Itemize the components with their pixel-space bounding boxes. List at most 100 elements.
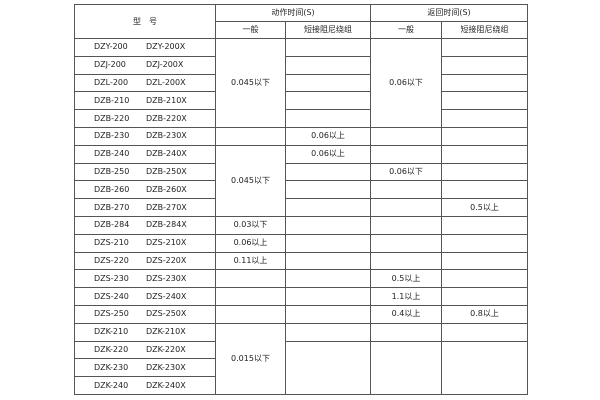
return-short-cell xyxy=(441,251,529,271)
table-row: DZS-210 DZS-210X 0.06以上 xyxy=(74,233,529,253)
action-general-cell: 0.045以下 xyxy=(215,144,286,217)
model-x-variant: DZK-210X xyxy=(146,327,186,337)
return-short-cell xyxy=(441,322,529,342)
return-short-cell xyxy=(441,109,529,128)
model-x-variant: DZB-230X xyxy=(146,131,187,141)
table-row: DZB-250 DZB-250X 0.06以下 xyxy=(74,162,529,182)
model-x-variant: DZB-220X xyxy=(146,113,187,123)
action-short-cell xyxy=(284,340,372,395)
action-general-cell xyxy=(215,287,286,306)
model-cell: DZK-210 DZK-210X xyxy=(74,322,216,342)
action-short-cell xyxy=(284,322,372,342)
return-short-cell xyxy=(441,287,529,306)
table-row: DZY-200 DZY-200X 0.045以下 0.06以下 xyxy=(74,38,529,128)
return-general-cell xyxy=(370,233,443,253)
model-x-variant: DZB-240X xyxy=(146,149,187,159)
model-cell: DZS-210 DZS-210X xyxy=(74,233,216,253)
model-cell: DZJ-200 DZJ-200X xyxy=(74,55,216,75)
return-short-cell xyxy=(441,55,529,75)
model-name: DZK-230 xyxy=(94,362,129,372)
return-general-cell xyxy=(370,180,443,200)
return-short-cell xyxy=(441,38,529,57)
table-row: DZK-220 DZK-220X xyxy=(74,340,529,395)
action-general-cell: 0.06以上 xyxy=(215,233,286,253)
model-x-variant: DZK-220X xyxy=(146,344,186,354)
return-short-cell: 0.5以上 xyxy=(441,198,529,217)
model-name: DZK-220 xyxy=(94,344,129,354)
return-general-cell xyxy=(370,251,443,271)
model-cell: DZS-250 DZS-250X xyxy=(74,304,216,324)
model-name: DZS-210 xyxy=(94,238,129,248)
model-x-variant: DZJ-200X xyxy=(146,60,184,70)
relay-timing-table: 型 号 动作时间(S) 返回时间(S) 一般 短接阻尼绕组 一般 短接阻尼绕组 … xyxy=(74,4,529,395)
action-short-cell xyxy=(284,162,372,182)
return-general-cell xyxy=(370,126,443,146)
model-cell: DZY-200 DZY-200X xyxy=(74,38,216,57)
model-cell: DZB-220 DZB-220X xyxy=(74,109,216,128)
action-short-cell xyxy=(284,73,372,93)
model-cell: DZB-284 DZB-284X xyxy=(74,215,216,235)
model-cell: DZB-260 DZB-260X xyxy=(74,180,216,200)
return-general-cell xyxy=(370,198,443,217)
return-short-header: 短接阻尼绕组 xyxy=(441,21,529,39)
table-row: DZB-210 DZB-210X xyxy=(74,91,529,111)
action-short-cell xyxy=(284,269,372,289)
model-x-variant: DZB-270X xyxy=(146,202,187,212)
action-time-header: 动作时间(S) xyxy=(214,4,372,22)
action-short-cell xyxy=(284,91,372,111)
table-row: DZK-210 DZK-210X 0.015以下 xyxy=(74,322,529,395)
return-general-cell: 0.5以上 xyxy=(370,269,443,289)
return-short-cell xyxy=(441,180,529,200)
action-short-cell xyxy=(284,251,372,271)
return-short-cell xyxy=(441,215,529,235)
model-name: DZB-240 xyxy=(94,149,130,159)
action-short-cell: 0.06以上 xyxy=(284,144,372,164)
model-name: DZB-220 xyxy=(94,113,130,123)
action-short-cell xyxy=(284,287,372,306)
model-x-variant: DZL-200X xyxy=(146,77,186,87)
table-row: DZB-240 DZB-240X 0.045以下 0.06以上 xyxy=(74,144,529,217)
model-x-variant: DZS-220X xyxy=(146,255,187,265)
model-name: DZK-210 xyxy=(94,327,129,337)
return-general-cell: 1.1以上 xyxy=(370,287,443,306)
model-x-variant: DZK-230X xyxy=(146,362,186,372)
table-row: DZB-270 DZB-270X 0.5以上 xyxy=(74,198,529,217)
return-general-cell xyxy=(370,322,443,342)
model-x-variant: DZB-284X xyxy=(146,220,187,230)
return-short-cell xyxy=(441,91,529,111)
return-short-cell xyxy=(441,233,529,253)
model-name: DZB-230 xyxy=(94,131,130,141)
model-x-variant: DZB-260X xyxy=(146,184,187,194)
action-short-cell xyxy=(284,180,372,200)
action-general-cell: 0.11以上 xyxy=(215,251,286,271)
action-short-header: 短接阻尼绕组 xyxy=(284,21,372,39)
model-cell: DZS-220 DZS-220X xyxy=(74,251,216,271)
model-x-variant: DZK-240X xyxy=(146,380,186,390)
action-general-cell xyxy=(215,269,286,289)
action-general-header: 一般 xyxy=(215,21,286,39)
model-cell: DZB-240 DZB-240X xyxy=(74,144,216,164)
return-general-header: 一般 xyxy=(370,21,443,39)
model-cell: DZK-240 DZK-240X xyxy=(74,376,216,395)
model-name: DZL-200 xyxy=(94,77,129,87)
action-general-cell xyxy=(215,126,286,146)
return-short-cell: 0.8以上 xyxy=(441,304,529,324)
model-x-variant: DZS-210X xyxy=(146,238,187,248)
table-row: DZS-250 DZS-250X 0.4以上 0.8以上 xyxy=(74,304,529,324)
return-short-cell xyxy=(441,269,529,289)
return-general-cell: 0.06以下 xyxy=(370,162,443,182)
model-cell: DZS-240 DZS-240X xyxy=(74,287,216,306)
table-row: DZB-284 DZB-284X 0.03以下 xyxy=(74,215,529,235)
model-name: DZB-210 xyxy=(94,95,130,105)
return-time-header: 返回时间(S) xyxy=(370,4,529,22)
return-short-cell xyxy=(441,73,529,93)
model-name: DZY-200 xyxy=(94,42,128,52)
action-short-cell: 0.06以上 xyxy=(284,126,372,146)
table-row: DZB-220 DZB-220X xyxy=(74,109,529,128)
action-general-cell: 0.045以下 xyxy=(215,38,286,128)
model-x-variant: DZS-250X xyxy=(146,309,187,319)
table-row: DZL-200 DZL-200X xyxy=(74,73,529,93)
return-general-cell xyxy=(370,340,443,395)
table-row: DZS-240 DZS-240X 1.1以上 xyxy=(74,287,529,306)
return-short-cell xyxy=(441,162,529,182)
